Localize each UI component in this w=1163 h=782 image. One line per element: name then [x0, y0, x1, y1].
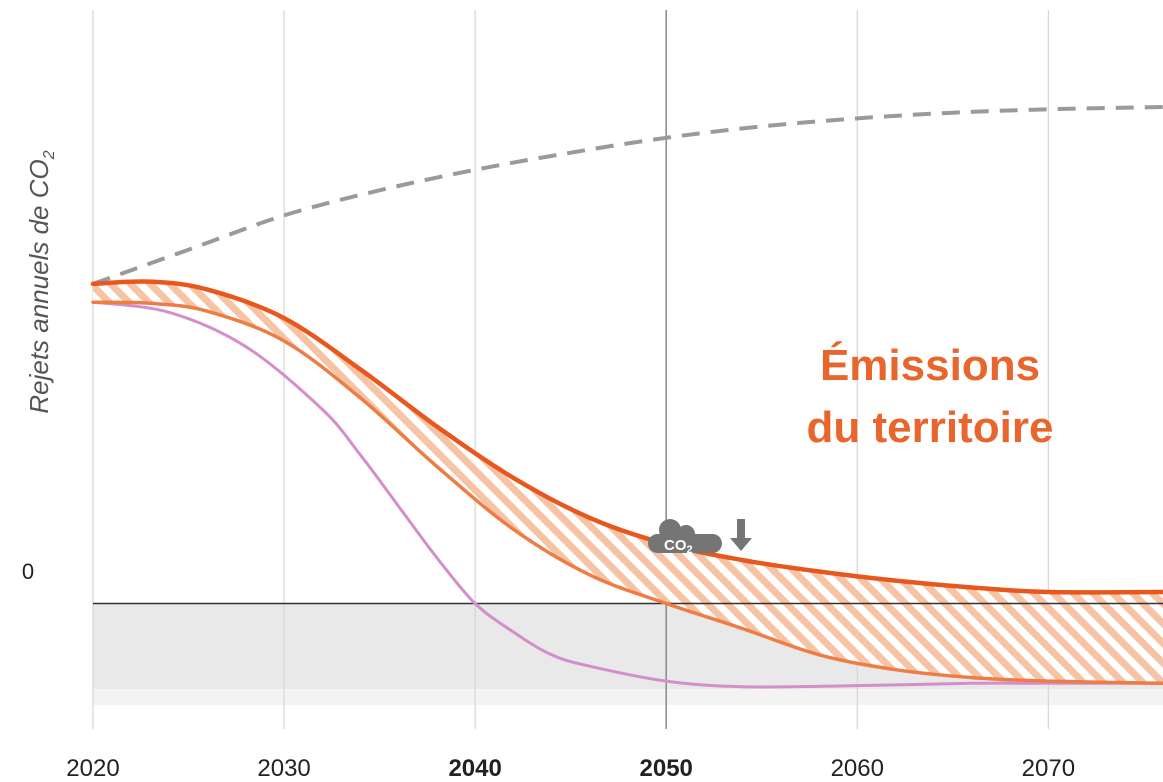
- y-axis-label-main: Rejets annuels de CO: [24, 159, 54, 413]
- series-line-target: [91, 300, 1163, 689]
- co2-decrease-icon: CO2: [648, 519, 752, 556]
- co2-icon-label: CO2: [664, 537, 693, 556]
- annotation-line-2: du territoire: [807, 403, 1054, 452]
- series-line-emissions: [90, 279, 1163, 595]
- x-tick-label-2060: 2060: [831, 755, 884, 782]
- series-line-baseline: [92, 105, 1163, 286]
- x-tick-label-2030: 2030: [257, 755, 310, 782]
- y-axis-label-subscript: 2: [41, 150, 58, 160]
- y-zero-label: 0: [22, 559, 34, 584]
- arrow-down-icon: [730, 519, 752, 551]
- series-line-net: [91, 300, 1163, 686]
- grid-layer: [92, 10, 1049, 729]
- cloud-icon: [648, 519, 722, 553]
- series-layer: [90, 105, 1163, 689]
- y-axis-label: Rejets annuels de CO2: [24, 150, 58, 413]
- negative-zone-fade: [93, 689, 1163, 706]
- x-tick-label-2020: 2020: [66, 755, 119, 782]
- x-tick-label-2040: 2040: [448, 755, 501, 782]
- x-tick-labels: 2020 2030 2040 2050 2060 2070: [66, 755, 1075, 782]
- annotation: Émissions du territoire: [807, 340, 1054, 452]
- x-tick-label-2050: 2050: [640, 755, 693, 782]
- x-tick-label-2070: 2070: [1022, 755, 1075, 782]
- annotation-line-1: Émissions: [820, 340, 1040, 390]
